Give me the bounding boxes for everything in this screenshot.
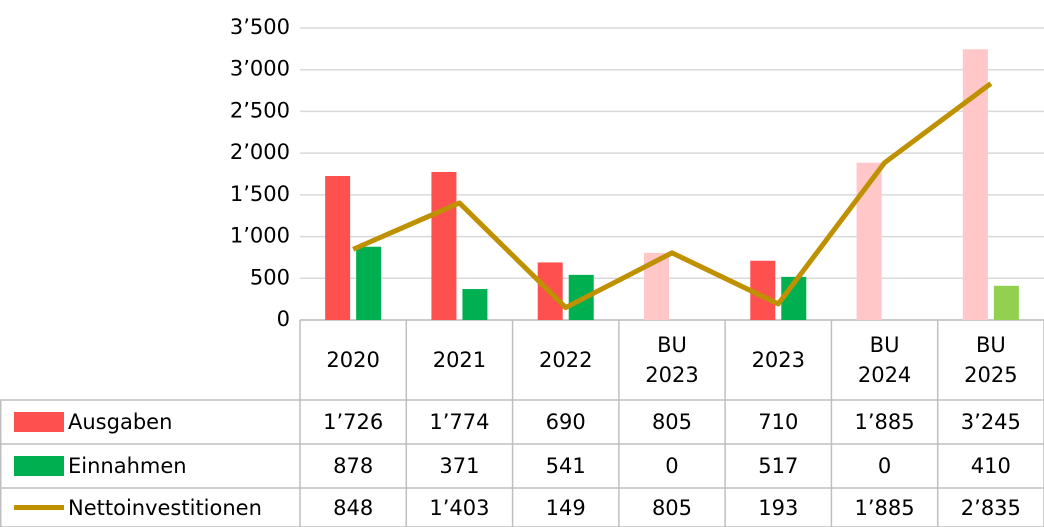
x-tick-label: 2020 <box>326 348 380 372</box>
data-label: 0 <box>665 454 679 478</box>
data-label: 3’245 <box>960 410 1021 434</box>
data-label: 371 <box>439 454 480 478</box>
legend-label: Einnahmen <box>68 454 187 478</box>
legend-swatch <box>14 456 64 476</box>
data-label: 193 <box>758 495 799 520</box>
data-label: 848 <box>333 495 374 520</box>
y-tick-label: 2’000 <box>230 140 290 164</box>
x-tick-label: BU 2023 <box>645 333 699 387</box>
data-label: 410 <box>970 454 1011 478</box>
bar <box>462 289 488 320</box>
y-tick-label: 3’000 <box>230 57 290 81</box>
data-label: 149 <box>545 495 586 520</box>
data-label: 517 <box>758 454 799 478</box>
x-tick-label: 2023 <box>751 348 806 372</box>
bar <box>356 246 382 320</box>
y-tick-label: 1’000 <box>230 224 290 248</box>
legend-label: Nettoinvestitionen <box>68 495 262 520</box>
legend-swatch <box>14 412 64 432</box>
bar <box>325 176 351 320</box>
data-label: 1’885 <box>854 495 915 520</box>
bar <box>431 171 457 320</box>
x-tick-label: 2022 <box>538 348 593 372</box>
line <box>352 81 993 311</box>
data-label: 1’885 <box>854 410 915 434</box>
data-label: 1’774 <box>429 410 490 434</box>
y-tick-label: 0 <box>277 307 290 331</box>
y-tick-label: 2’500 <box>230 98 290 122</box>
data-label: 2’835 <box>960 495 1021 520</box>
legend-label: Ausgaben <box>68 410 173 434</box>
bar <box>993 285 1019 320</box>
data-label: 1’403 <box>429 495 490 520</box>
data-label: 805 <box>651 410 693 434</box>
y-tick-label: 3’500 <box>230 15 290 39</box>
data-label: 1’726 <box>323 410 384 434</box>
x-tick-label: BU 2024 <box>857 333 912 387</box>
data-label: 878 <box>333 454 374 478</box>
data-label: 710 <box>758 410 799 434</box>
bar <box>856 162 882 320</box>
y-tick-label: 500 <box>250 265 290 289</box>
data-label: 805 <box>651 495 693 520</box>
x-tick-label: 2021 <box>432 348 487 372</box>
x-tick-label: BU 2025 <box>964 333 1018 387</box>
data-label: 690 <box>545 410 586 434</box>
data-label: 0 <box>877 454 892 478</box>
data-label: 541 <box>545 454 586 478</box>
y-tick-label: 1’500 <box>230 182 290 206</box>
